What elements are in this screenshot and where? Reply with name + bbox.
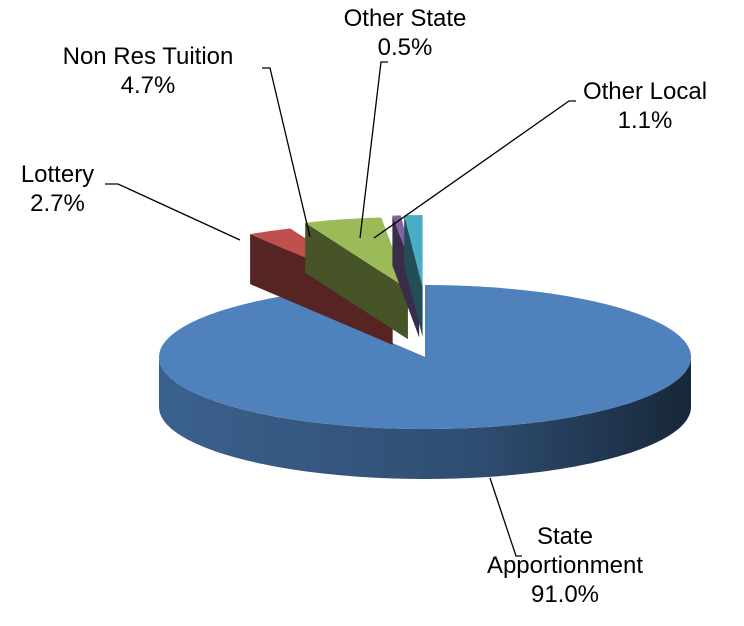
slice-wall [404,215,423,337]
category-label: Non Res Tuition [62,43,234,70]
leader-line [489,477,522,557]
slice-label: State Apportionment 91.0% [470,522,660,609]
category-label: Other State [343,5,467,32]
category-label: State Apportionment [486,523,644,579]
leader-line [359,61,388,239]
slice-side [159,357,691,479]
leader-lines [105,61,576,557]
slice-label: Other State 0.5% [340,4,470,62]
leader-line [262,67,311,238]
slice-label: Lottery 2.7% [0,160,115,218]
leader-line [105,183,241,241]
value-label: 2.7% [30,190,85,217]
value-label: 1.1% [617,107,673,134]
slice-wall [305,222,408,340]
slice-label: Other Local 1.1% [570,77,720,135]
slice [159,285,691,429]
slice [404,215,423,287]
slice-label: Non Res Tuition 4.7% [28,42,268,100]
slice [305,217,408,290]
leader-line [373,100,576,239]
value-label: 0.5% [377,34,433,61]
value-label: 91.0% [530,581,600,608]
category-label: Lottery [20,161,95,188]
category-label: Other Local [582,78,708,105]
value-label: 4.7% [120,72,176,99]
